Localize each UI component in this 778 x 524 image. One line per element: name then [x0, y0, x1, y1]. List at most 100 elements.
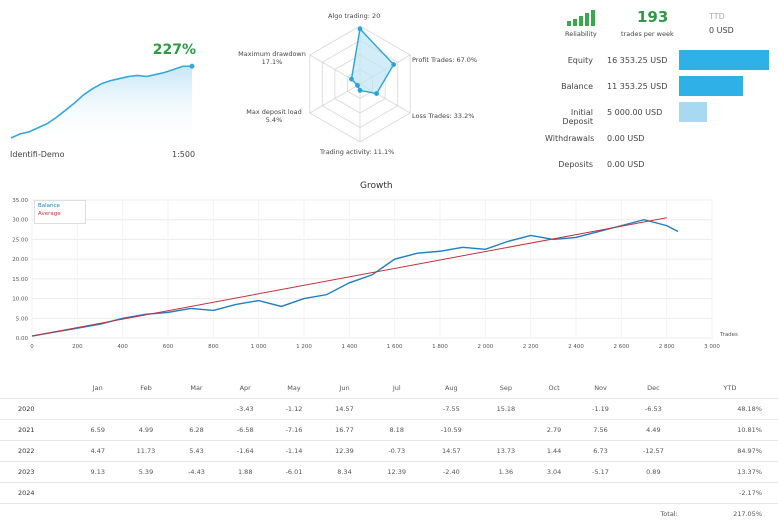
month-cell [221, 483, 270, 504]
month-cell [625, 483, 682, 504]
leverage: 1:500 [172, 150, 195, 159]
month-header: Jun [318, 378, 370, 399]
y-tick-label: 5.00 [16, 316, 29, 322]
month-cell: 12.39 [318, 441, 370, 462]
stat-label: Equity [545, 56, 593, 65]
year-cell: 2022 [0, 441, 76, 462]
month-cell: 6.28 [172, 420, 221, 441]
radar-point [391, 62, 396, 67]
month-cell: 3.04 [532, 462, 576, 483]
stat-label: Initial Deposit [545, 108, 593, 126]
growth-card: 227% Identifi-Demo 1:500 [8, 38, 198, 156]
reliability-icon [567, 10, 599, 26]
radar-label-loss: Loss Trades: 33.2% [412, 112, 474, 120]
month-cell: -1.64 [221, 441, 270, 462]
month-cell: -6.58 [221, 420, 270, 441]
y-tick-label: 0.00 [16, 336, 29, 342]
month-cell: -4.43 [172, 462, 221, 483]
month-cell: 14.57 [423, 441, 480, 462]
radar-label-drawdown: Maximum drawdown 17.1% [232, 50, 312, 66]
radar-point [355, 83, 360, 88]
month-cell: -0.73 [371, 441, 423, 462]
month-header: Apr [221, 378, 270, 399]
month-cell: 16.77 [318, 420, 370, 441]
legend-balance[interactable]: Balance [35, 201, 85, 209]
month-cell: -2.40 [423, 462, 480, 483]
radar-label-profit: Profit Trades: 67.0% [412, 56, 477, 64]
ytd-cell: 10.81% [682, 420, 778, 441]
month-cell: -1.19 [576, 399, 625, 420]
month-cell: 4.47 [76, 441, 120, 462]
stat-value: 0.00 USD [607, 134, 644, 143]
stat-value: 16 353.25 USD [607, 56, 667, 65]
month-header: Mar [172, 378, 221, 399]
month-cell: 6.73 [576, 441, 625, 462]
x-tick-label: 1 800 [432, 344, 448, 350]
ytd-cell: 13.37% [682, 462, 778, 483]
month-cell [371, 483, 423, 504]
radar-point [358, 27, 363, 32]
chart-legend: Balance Average [34, 200, 86, 224]
month-header: Sep [480, 378, 532, 399]
x-tick-label: 800 [208, 344, 219, 350]
month-header: Nov [576, 378, 625, 399]
month-header: May [270, 378, 319, 399]
stat-label: Balance [545, 82, 593, 91]
x-tick-label: 1 400 [341, 344, 357, 350]
month-cell [318, 483, 370, 504]
month-header: Dec [625, 378, 682, 399]
x-tick-label: 2 400 [568, 344, 584, 350]
month-cell [576, 483, 625, 504]
account-name[interactable]: Identifi-Demo [10, 150, 64, 159]
usd-top: TTD [709, 12, 725, 21]
legend-average[interactable]: Average [35, 209, 85, 217]
radar-card: Algo trading: 20 Profit Trades: 67.0% Lo… [230, 8, 500, 158]
x-tick-label: 2 800 [659, 344, 675, 350]
y-tick-label: 25.00 [12, 237, 28, 243]
month-cell: -1.12 [270, 399, 319, 420]
month-cell: 8.34 [318, 462, 370, 483]
month-cell: 12.39 [371, 462, 423, 483]
x-tick-label: 2 200 [523, 344, 539, 350]
stat-value: 11 353.25 USD [607, 82, 667, 91]
month-cell: 11.73 [120, 441, 172, 462]
radar-label-algo: Algo trading: 20 [328, 12, 380, 20]
month-cell [532, 483, 576, 504]
y-tick-label: 10.00 [12, 297, 28, 303]
month-header: YTD [682, 378, 778, 399]
year-cell: 2020 [0, 399, 76, 420]
radar-point [358, 88, 363, 93]
x-tick-label: 1 200 [296, 344, 312, 350]
trades-count: 193 [637, 8, 668, 26]
month-header: Jan [76, 378, 120, 399]
month-header: Feb [120, 378, 172, 399]
month-cell: 5.39 [120, 462, 172, 483]
x-axis-label: Trades [719, 332, 738, 338]
x-tick-label: 1 600 [387, 344, 403, 350]
year-cell: 2024 [0, 483, 76, 504]
y-tick-label: 20.00 [12, 257, 28, 263]
year-cell: 2023 [0, 462, 76, 483]
month-cell: 6.59 [76, 420, 120, 441]
x-tick-label: 0 [30, 344, 34, 350]
month-cell: 1.36 [480, 462, 532, 483]
usd-value: 0 USD [709, 26, 734, 35]
month-cell: 9.13 [76, 462, 120, 483]
month-cell: 1.44 [532, 441, 576, 462]
month-cell [480, 483, 532, 504]
radar-point [349, 77, 354, 82]
month-cell: -10.59 [423, 420, 480, 441]
month-cell [270, 483, 319, 504]
month-cell [172, 399, 221, 420]
stats-card: Reliability 193 trades per week TTD 0 US… [545, 4, 775, 174]
x-tick-label: 600 [163, 344, 174, 350]
x-tick-label: 2 600 [613, 344, 629, 350]
month-cell: -7.55 [423, 399, 480, 420]
month-cell [76, 483, 120, 504]
month-header: Aug [423, 378, 480, 399]
x-tick-label: 400 [117, 344, 128, 350]
